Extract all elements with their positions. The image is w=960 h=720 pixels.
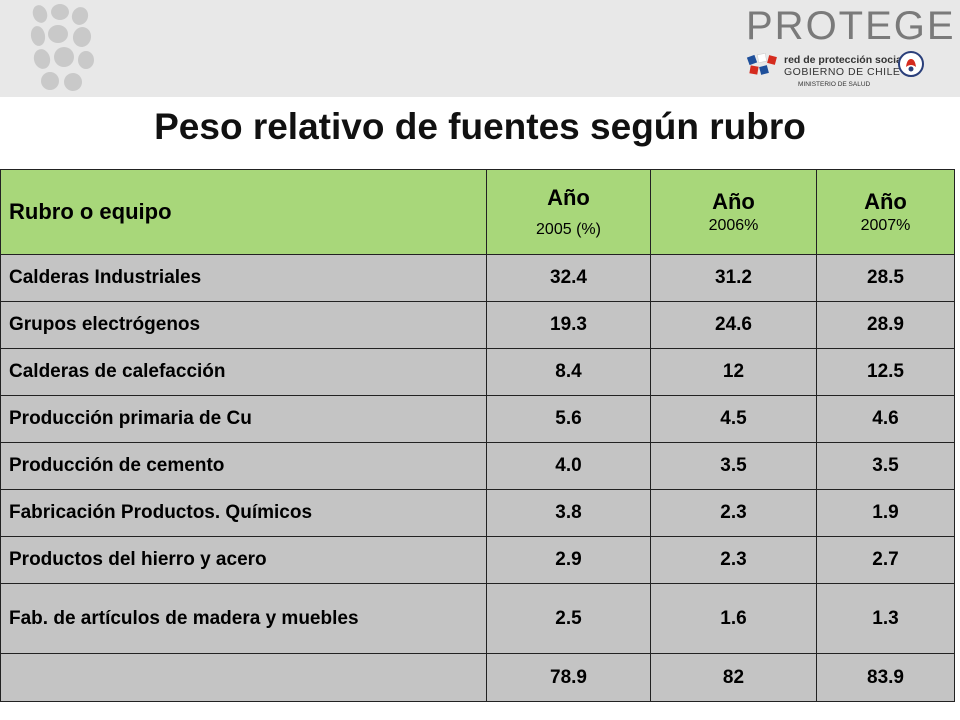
header-rubro-label: Rubro o equipo (9, 199, 172, 224)
chile-flag-icon (746, 53, 777, 75)
header-2006-sub: 2006% (708, 217, 759, 234)
totals-label (0, 653, 487, 702)
table-row: Calderas de calefacción 8.4 12 12.5 (0, 348, 955, 396)
brand-name: PROTEGE (746, 4, 956, 48)
gov-line-3: MINISTERIO DE SALUD (798, 81, 871, 88)
row-label: Calderas Industriales (0, 254, 487, 302)
header-2005-main: Año (547, 185, 590, 210)
header-rubro: Rubro o equipo (0, 169, 487, 255)
total-2005: 78.9 (486, 653, 651, 702)
value-2006: 1.6 (650, 583, 817, 654)
table-row: Grupos electrógenos 19.3 24.6 28.9 (0, 301, 955, 349)
ministry-seal-icon (898, 51, 924, 77)
total-2006: 82 (650, 653, 817, 702)
value-2007: 28.9 (816, 301, 955, 349)
row-label: Producción primaria de Cu (0, 395, 487, 443)
table-row: Productos del hierro y acero 2.9 2.3 2.7 (0, 536, 955, 584)
value-2007: 1.3 (816, 583, 955, 654)
header-2007-sub: 2007% (860, 217, 911, 234)
table-header-row: Rubro o equipo Año 2005 (%) Año 2006% Añ… (0, 169, 955, 255)
leaf-cluster-logo (30, 4, 94, 91)
value-2006: 31.2 (650, 254, 817, 302)
row-label: Grupos electrógenos (0, 301, 487, 349)
value-2005: 8.4 (486, 348, 651, 396)
header-2005: Año 2005 (%) (486, 169, 651, 255)
table-row: Fabricación Productos. Químicos 3.8 2.3 … (0, 489, 955, 537)
data-table: Rubro o equipo Año 2005 (%) Año 2006% Añ… (0, 169, 955, 702)
protege-branding: PROTEGE red de protección social GOBIERN… (742, 2, 954, 94)
header-2007: Año 2007% (816, 169, 955, 255)
value-2006: 12 (650, 348, 817, 396)
value-2006: 3.5 (650, 442, 817, 490)
header-2007-main: Año (864, 189, 907, 214)
header-2006-main: Año (712, 189, 755, 214)
row-label: Producción de cemento (0, 442, 487, 490)
page-title: Peso relativo de fuentes según rubro (154, 106, 806, 147)
table-row: Fab. de artículos de madera y muebles 2.… (0, 583, 955, 654)
value-2006: 4.5 (650, 395, 817, 443)
value-2005: 5.6 (486, 395, 651, 443)
value-2005: 32.4 (486, 254, 651, 302)
value-2006: 24.6 (650, 301, 817, 349)
table-row: Producción primaria de Cu 5.6 4.5 4.6 (0, 395, 955, 443)
value-2007: 28.5 (816, 254, 955, 302)
gov-line-1: red de protección social (784, 54, 905, 66)
value-2007: 12.5 (816, 348, 955, 396)
value-2006: 2.3 (650, 489, 817, 537)
value-2007: 4.6 (816, 395, 955, 443)
header-band (0, 0, 960, 97)
value-2007: 3.5 (816, 442, 955, 490)
value-2005: 2.5 (486, 583, 651, 654)
header-2005-sub: 2005 (%) (536, 221, 601, 238)
table-row: Producción de cemento 4.0 3.5 3.5 (0, 442, 955, 490)
value-2005: 2.9 (486, 536, 651, 584)
value-2007: 1.9 (816, 489, 955, 537)
value-2005: 4.0 (486, 442, 651, 490)
value-2005: 19.3 (486, 301, 651, 349)
table-row: Calderas Industriales 32.4 31.2 28.5 (0, 254, 955, 302)
value-2007: 2.7 (816, 536, 955, 584)
value-2005: 3.8 (486, 489, 651, 537)
header-2006: Año 2006% (650, 169, 817, 255)
total-2007: 83.9 (816, 653, 955, 702)
value-2006: 2.3 (650, 536, 817, 584)
row-label: Productos del hierro y acero (0, 536, 487, 584)
row-label: Calderas de calefacción (0, 348, 487, 396)
gov-line-2: GOBIERNO DE CHILE (784, 66, 901, 78)
row-label: Fab. de artículos de madera y muebles (0, 583, 487, 654)
row-label: Fabricación Productos. Químicos (0, 489, 487, 537)
totals-row: 78.9 82 83.9 (0, 653, 955, 702)
